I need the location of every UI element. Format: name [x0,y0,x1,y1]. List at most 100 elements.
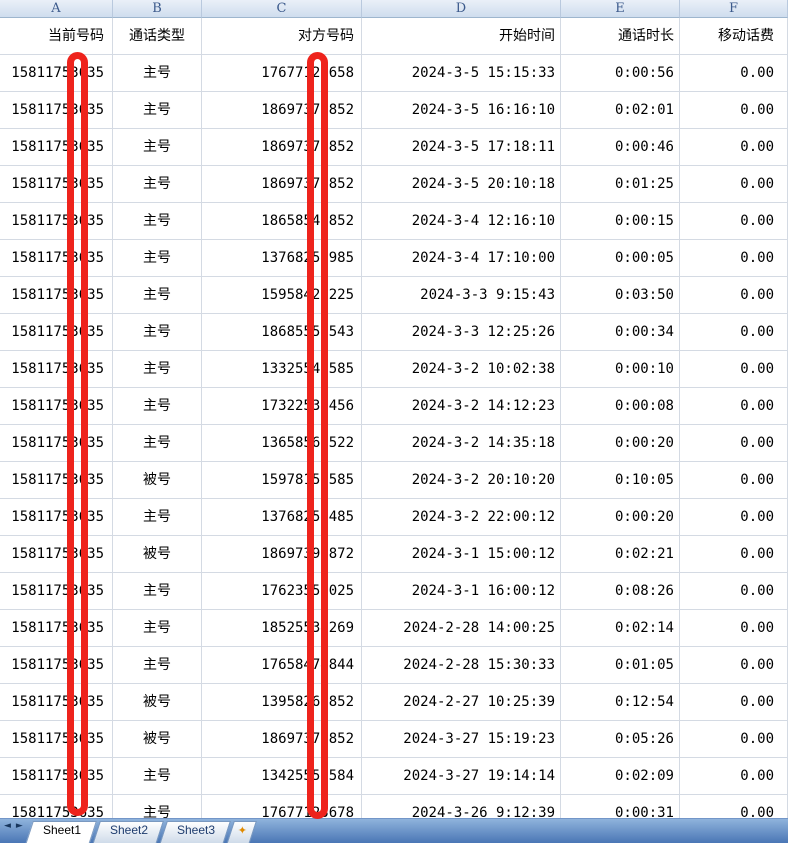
cell[interactable]: 2024-3-3 9:15:43 [362,277,561,314]
cell[interactable]: 主号 [113,240,202,277]
cell[interactable]: 2024-3-1 15:00:12 [362,536,561,573]
cell[interactable]: 0:02:09 [561,758,680,795]
cell[interactable]: 15811753635 [0,92,113,129]
cell[interactable]: 主号 [113,92,202,129]
cell[interactable]: 0:00:08 [561,388,680,425]
cell[interactable]: 15811753635 [0,314,113,351]
cell[interactable]: 2024-3-4 17:10:00 [362,240,561,277]
cell[interactable]: 0:00:05 [561,240,680,277]
cell[interactable]: 0.00 [680,425,788,462]
cell[interactable]: 0.00 [680,277,788,314]
sheet-tab-sheet3[interactable]: Sheet3 [159,821,231,843]
cell[interactable]: 主号 [113,203,202,240]
cell[interactable]: 15811753635 [0,240,113,277]
cell[interactable]: 被号 [113,684,202,721]
cell[interactable]: 0:00:15 [561,203,680,240]
cell[interactable]: 0:12:54 [561,684,680,721]
header-cell[interactable]: 通话时长 [561,18,680,55]
cell[interactable]: 13768252485 [202,499,362,536]
cell[interactable]: 主号 [113,55,202,92]
cell[interactable]: 2024-3-5 16:16:10 [362,92,561,129]
cell[interactable]: 17658474844 [202,647,362,684]
cell[interactable]: 主号 [113,573,202,610]
cell[interactable]: 18697378852 [202,129,362,166]
cell[interactable]: 主号 [113,388,202,425]
cell[interactable]: 0.00 [680,55,788,92]
cell[interactable]: 15811753635 [0,203,113,240]
sheet-tab-sheet1[interactable]: Sheet1 [24,821,97,843]
cell[interactable]: 2024-3-2 20:10:20 [362,462,561,499]
cell[interactable]: 0.00 [680,351,788,388]
cell[interactable]: 0.00 [680,721,788,758]
cell[interactable]: 0:02:01 [561,92,680,129]
cell[interactable]: 主号 [113,129,202,166]
cell[interactable]: 主号 [113,425,202,462]
cell[interactable]: 2024-2-27 10:25:39 [362,684,561,721]
prev-sheet-arrow-icon[interactable]: ◄ [4,821,11,831]
column-header-c[interactable]: C [202,0,362,18]
cell[interactable]: 被号 [113,462,202,499]
cell[interactable]: 15811753635 [0,758,113,795]
column-header-b[interactable]: B [113,0,202,18]
cell[interactable]: 0:01:25 [561,166,680,203]
cell[interactable]: 2024-3-4 12:16:10 [362,203,561,240]
cell[interactable]: 15811753635 [0,388,113,425]
cell[interactable]: 2024-3-1 16:00:12 [362,573,561,610]
cell[interactable]: 15811753635 [0,499,113,536]
cell[interactable]: 0:05:26 [561,721,680,758]
cell[interactable]: 主号 [113,277,202,314]
column-header-f[interactable]: F [680,0,788,18]
cell[interactable]: 主号 [113,351,202,388]
cell[interactable]: 18697398872 [202,536,362,573]
header-cell[interactable]: 通话类型 [113,18,202,55]
sheet-tab-sheet2[interactable]: Sheet2 [91,821,164,843]
cell[interactable]: 主号 [113,610,202,647]
cell[interactable]: 15958426225 [202,277,362,314]
cell[interactable]: 0.00 [680,129,788,166]
cell[interactable]: 0.00 [680,758,788,795]
cell[interactable]: 0:02:14 [561,610,680,647]
cell[interactable]: 2024-3-3 12:25:26 [362,314,561,351]
cell[interactable]: 0:01:05 [561,647,680,684]
header-cell[interactable]: 开始时间 [362,18,561,55]
cell[interactable]: 0:00:20 [561,425,680,462]
cell[interactable]: 15978156585 [202,462,362,499]
cell[interactable]: 0:00:34 [561,314,680,351]
next-sheet-arrow-icon[interactable]: ► [15,821,23,831]
cell[interactable]: 15811753635 [0,721,113,758]
cell[interactable]: 0:00:10 [561,351,680,388]
cell[interactable]: 2024-3-27 19:14:14 [362,758,561,795]
cell[interactable]: 15811753635 [0,536,113,573]
cell[interactable]: 0.00 [680,203,788,240]
cell[interactable]: 15811753635 [0,462,113,499]
cell[interactable]: 被号 [113,536,202,573]
cell[interactable]: 2024-3-2 14:35:18 [362,425,561,462]
cell[interactable]: 15811753635 [0,684,113,721]
cell[interactable]: 0.00 [680,610,788,647]
column-header-d[interactable]: D [362,0,561,18]
cell[interactable]: 主号 [113,758,202,795]
cell[interactable]: 0:00:20 [561,499,680,536]
cell[interactable]: 18697378852 [202,92,362,129]
cell[interactable]: 17322538456 [202,388,362,425]
cell[interactable]: 18658548852 [202,203,362,240]
cell[interactable]: 18685552543 [202,314,362,351]
insert-worksheet-tab[interactable]: ✦ [226,821,258,843]
cell[interactable]: 15811753635 [0,277,113,314]
cell[interactable]: 0.00 [680,499,788,536]
cell[interactable]: 0.00 [680,166,788,203]
cell[interactable]: 主号 [113,166,202,203]
cell[interactable]: 15811753635 [0,166,113,203]
cell[interactable]: 主号 [113,647,202,684]
column-header-a[interactable]: A [0,0,113,18]
cell[interactable]: 2024-2-28 15:30:33 [362,647,561,684]
cell[interactable]: 13768250985 [202,240,362,277]
cell[interactable]: 0:02:21 [561,536,680,573]
cell[interactable]: 0:00:46 [561,129,680,166]
header-cell[interactable]: 移动话费 [680,18,788,55]
cell[interactable]: 13658568522 [202,425,362,462]
cell[interactable]: 0.00 [680,92,788,129]
cell[interactable]: 0:00:56 [561,55,680,92]
cell[interactable]: 0.00 [680,388,788,425]
cell[interactable]: 13958265852 [202,684,362,721]
